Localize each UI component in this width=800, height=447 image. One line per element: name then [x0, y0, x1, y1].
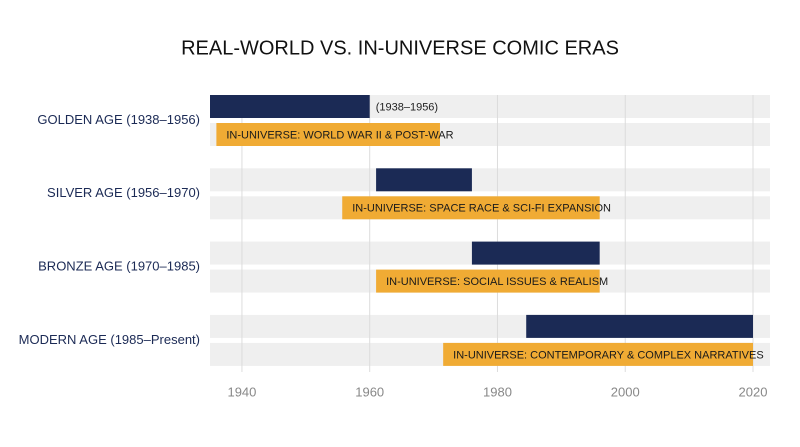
bar	[342, 196, 600, 220]
bar	[210, 95, 370, 118]
x-tick-label: 2020	[739, 384, 768, 399]
x-tick-label: 1940	[227, 384, 256, 399]
x-tick-label: 1960	[355, 384, 384, 399]
bar	[216, 123, 440, 146]
category-label: MODERN AGE (1985–Present)	[19, 332, 200, 347]
category-label: GOLDEN AGE (1938–1956)	[37, 112, 200, 127]
chart-title: REAL-WORLD VS. IN-UNIVERSE COMIC ERAS	[181, 37, 619, 59]
row-band	[210, 168, 770, 192]
bar	[526, 314, 753, 338]
bar-label: IN-UNIVERSE: SPACE RACE & SCI-FI EXPANSI…	[352, 203, 611, 215]
bar	[443, 342, 753, 366]
bar-label: IN-UNIVERSE: SOCIAL ISSUES & REALISM	[386, 276, 608, 288]
category-label: SILVER AGE (1956–1970)	[47, 185, 200, 200]
x-tick-label: 2000	[611, 384, 640, 399]
x-tick-label: 1980	[483, 384, 512, 399]
bar-label: IN-UNIVERSE: CONTEMPORARY & COMPLEX NARR…	[453, 349, 764, 361]
bar	[471, 241, 600, 265]
bar	[376, 269, 600, 293]
annotation: (1938–1956)	[376, 101, 438, 113]
category-label: BRONZE AGE (1970–1985)	[38, 259, 200, 274]
bar-label: IN-UNIVERSE: WORLD WAR II & POST-WAR	[226, 129, 453, 141]
bar	[376, 168, 472, 192]
